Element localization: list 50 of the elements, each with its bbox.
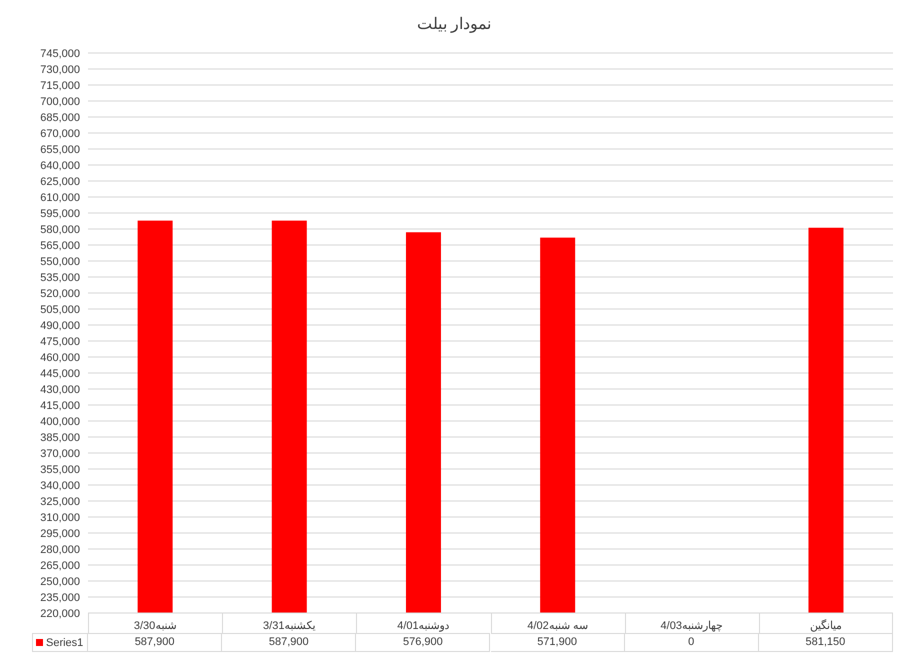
y-tick-label: 385,000	[40, 432, 80, 444]
y-tick-label: 745,000	[40, 48, 80, 60]
y-tick-label: 235,000	[40, 592, 80, 604]
y-tick-label: 685,000	[40, 112, 80, 124]
y-tick-label: 430,000	[40, 384, 80, 396]
data-label: 587,900	[222, 633, 356, 652]
x-tick-label: سه شنبه4/02	[527, 620, 588, 632]
y-tick-label: 700,000	[40, 96, 80, 108]
y-tick-label: 400,000	[40, 416, 80, 428]
y-tick-label: 550,000	[40, 256, 80, 268]
y-tick-label: 295,000	[40, 528, 80, 540]
y-tick-label: 520,000	[40, 288, 80, 300]
chart-title: نمودار بیلت	[416, 15, 492, 34]
y-tick-label: 445,000	[40, 368, 80, 380]
y-tick-label: 535,000	[40, 272, 80, 284]
y-tick-label: 670,000	[40, 128, 80, 140]
y-tick-label: 340,000	[40, 480, 80, 492]
y-tick-label: 355,000	[40, 464, 80, 476]
y-tick-label: 325,000	[40, 496, 80, 508]
x-tick-label: یکشنبه3/31	[263, 620, 316, 632]
x-tick-label: چهارشنبه4/03	[660, 620, 723, 632]
y-tick-label: 565,000	[40, 240, 80, 252]
data-label: 587,900	[88, 633, 222, 652]
text: 0	[688, 636, 694, 648]
y-tick-label: 730,000	[40, 64, 80, 76]
y-tick-label: 250,000	[40, 576, 80, 588]
x-tick-label: میانگین	[810, 618, 842, 632]
y-tick-label: 220,000	[40, 608, 80, 620]
x-tick-label: شنبه3/30	[134, 620, 176, 632]
data-label: 576,900	[356, 633, 490, 652]
y-tick-label: 505,000	[40, 304, 80, 316]
y-tick-label: 595,000	[40, 208, 80, 220]
y-tick-label: 265,000	[40, 560, 80, 572]
y-tick-label: 625,000	[40, 176, 80, 188]
y-tick-label: 475,000	[40, 336, 80, 348]
y-tick-label: 280,000	[40, 544, 80, 556]
y-tick-label: 415,000	[40, 400, 80, 412]
y-tick-label: 715,000	[40, 80, 80, 92]
y-tick-label: 460,000	[40, 352, 80, 364]
y-tick-label: 640,000	[40, 160, 80, 172]
data-label: 571,900	[490, 633, 625, 652]
y-tick-label: 310,000	[40, 512, 80, 524]
legend-label: Series1	[46, 636, 84, 648]
y-tick-label: 490,000	[40, 320, 80, 332]
data-label: 581,150	[758, 633, 893, 652]
y-tick-label: 655,000	[40, 144, 80, 156]
y-tick-label: 370,000	[40, 448, 80, 460]
y-tick-label: 580,000	[40, 224, 80, 236]
x-tick-label: دوشنبه4/01	[397, 620, 450, 632]
y-tick-label: 610,000	[40, 192, 80, 204]
